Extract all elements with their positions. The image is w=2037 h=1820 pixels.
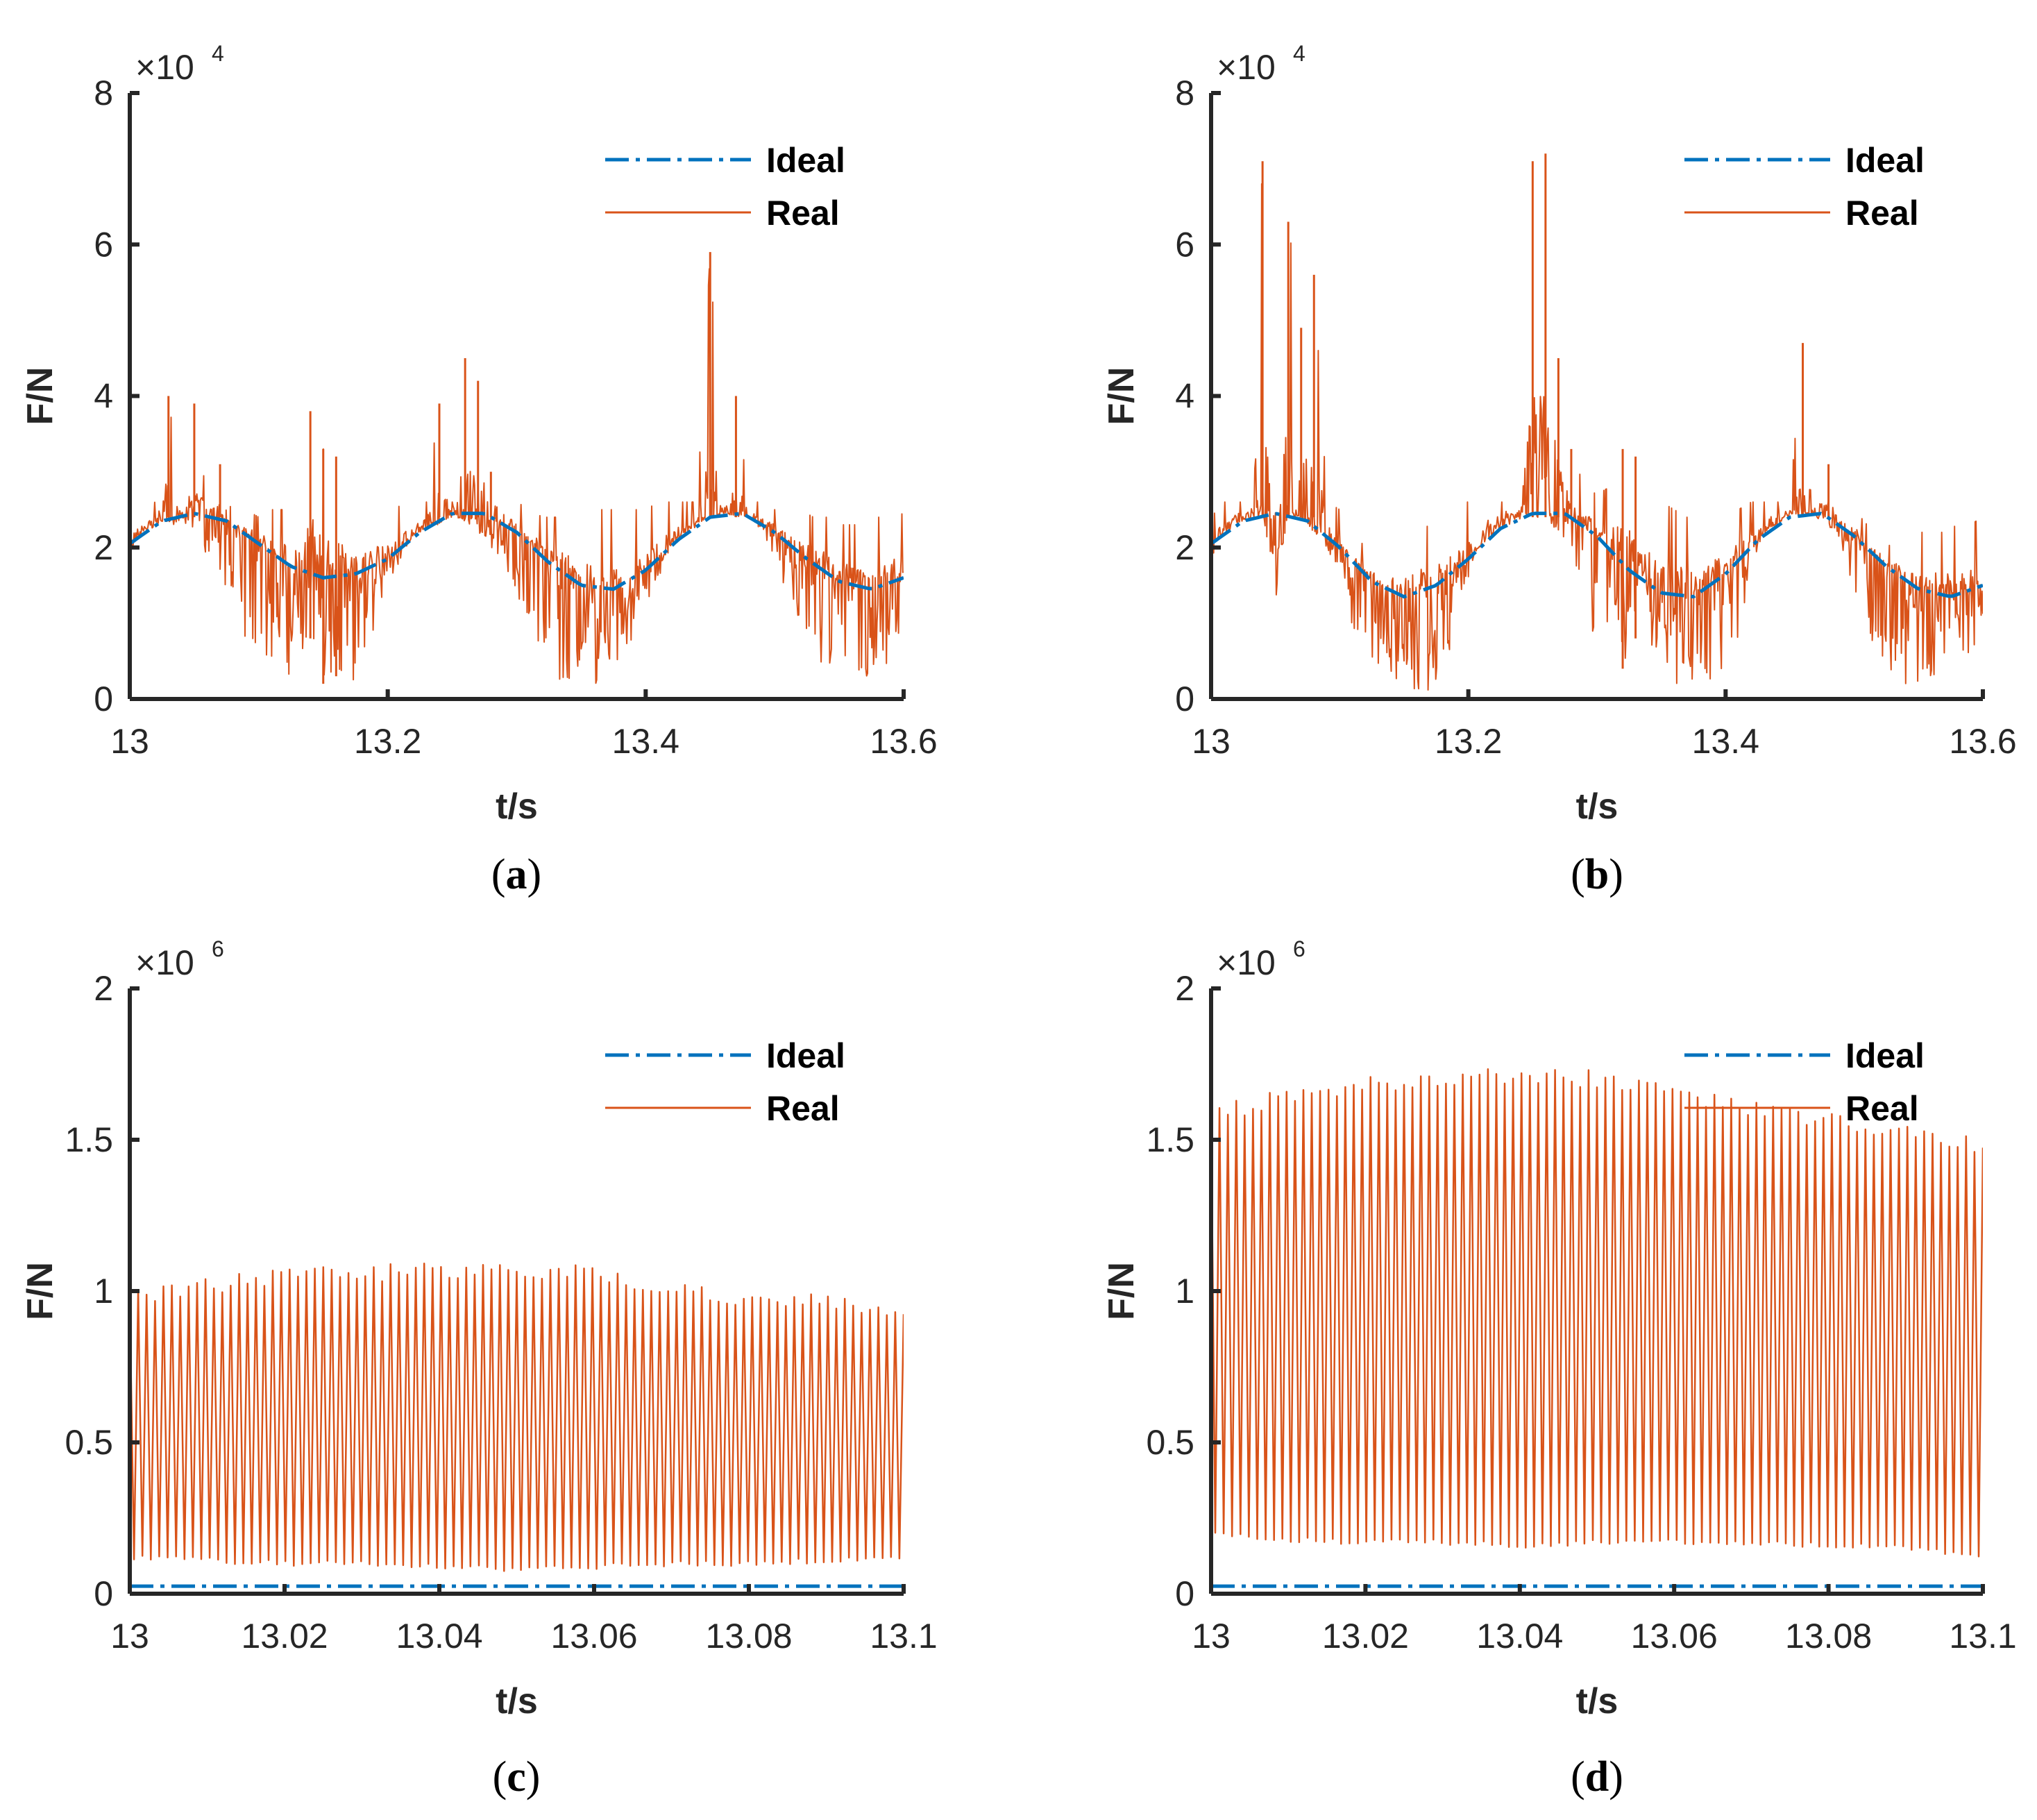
x-tick-label: 13.02 [241,1617,328,1655]
ideal-series-line [1211,512,1983,599]
plot-area-a [130,252,904,684]
y-exponent-label: ×10 [135,943,194,982]
x-tick-label: 13 [1192,722,1231,761]
x-axis-label: t/s [496,786,538,827]
x-tick-label: 13.02 [1322,1617,1409,1655]
real-series-line [130,1263,904,1572]
x-tick-label: 13.04 [396,1617,482,1655]
y-tick-label: 0 [94,1574,113,1613]
y-tick-label: 6 [94,225,113,264]
y-exponent-label: ×10 [1217,48,1276,87]
y-exponent-label: ×10 [1217,943,1276,982]
y-tick-label: 1 [1175,1272,1194,1311]
ideal-series-line [130,512,904,591]
y-tick-label: 2 [94,528,113,567]
x-tick-label: 13.06 [550,1617,637,1655]
y-tick-label: 4 [94,377,113,416]
y-tick-label: 0 [1175,1574,1194,1613]
x-tick-label: 13.06 [1631,1617,1718,1655]
panel-caption: (c) [493,1753,541,1801]
y-tick-label: 6 [1175,225,1194,264]
y-tick-label: 1 [94,1272,113,1311]
legend-label-ideal: Ideal [766,141,845,180]
legend-label-real: Real [766,194,840,233]
y-tick-label: 2 [1175,528,1194,567]
x-axis-label: t/s [1576,1681,1618,1721]
x-tick-label: 13 [1192,1617,1231,1655]
x-tick-label: 13.6 [870,722,937,761]
x-tick-label: 13.2 [354,722,421,761]
y-tick-label: 4 [1175,377,1194,416]
x-tick-label: 13 [110,722,149,761]
x-axis-label: t/s [1576,786,1618,827]
legend-label-real: Real [1845,1089,1919,1128]
panel-caption: (b) [1571,851,1623,898]
y-tick-label: 0.5 [65,1423,113,1462]
y-axis-label: F/N [1101,367,1142,425]
x-tick-label: 13.6 [1949,722,2016,761]
legend-label-real: Real [1845,194,1919,233]
panel-d: 13 13.02 13.04 13.06 13.08 13.1 0 0.5 1 1.5 2 ×10 6 t… [1101,936,2017,1801]
x-tick-label: 13.4 [612,722,679,761]
real-series-line [1211,1068,1983,1558]
plot-area-d [1211,1068,1983,1588]
y-tick-label: 0 [94,680,113,718]
x-tick-label: 13.2 [1435,722,1502,761]
panel-a: 13 13.2 13.4 13.6 0 2 4 6 8 ×10 4 t/s F/N Ideal Real (a… [20,41,938,898]
y-tick-label: 8 [94,74,113,112]
x-tick-label: 13.08 [705,1617,792,1655]
y-tick-label: 8 [1175,74,1194,112]
x-axis-label: t/s [496,1681,538,1721]
panel-caption: (d) [1571,1753,1623,1801]
y-tick-label: 0.5 [1146,1423,1194,1462]
x-tick-label: 13.4 [1692,722,1759,761]
y-exponent-label: ×10 [135,48,194,87]
x-tick-label: 13.08 [1785,1617,1872,1655]
y-exponent-power: 6 [212,936,224,961]
x-tick-label: 13 [110,1617,149,1655]
x-tick-label: 13.1 [1949,1617,2016,1655]
x-tick-label: 13.04 [1476,1617,1563,1655]
y-exponent-power: 4 [1293,41,1305,66]
y-exponent-power: 6 [1293,936,1305,961]
panel-b: 13 13.2 13.4 13.6 0 2 4 6 8 ×10 4 t/s F/N Ideal Real (b… [1101,41,2017,898]
legend-label-ideal: Ideal [766,1036,845,1075]
plot-area-b [1211,153,1983,691]
y-axis-label: F/N [1101,1262,1142,1320]
y-axis-label: F/N [20,1262,60,1320]
legend-label-ideal: Ideal [1845,141,1925,180]
legend-label-ideal: Ideal [1845,1036,1925,1075]
real-series-line [1211,183,1983,691]
y-exponent-power: 4 [212,41,224,66]
y-tick-label: 1.5 [1146,1120,1194,1159]
real-series-line [130,268,904,684]
panel-c: 13 13.02 13.04 13.06 13.08 13.1 0 0.5 1 1.5 2 ×10 6 t… [20,936,938,1801]
y-tick-label: 2 [94,969,113,1008]
y-tick-label: 1.5 [65,1120,113,1159]
panel-caption: (a) [491,851,541,898]
plot-area-c [130,1263,904,1588]
legend-label-real: Real [766,1089,840,1128]
x-tick-label: 13.1 [870,1617,937,1655]
y-axis-label: F/N [20,367,60,425]
y-tick-label: 0 [1175,680,1194,718]
y-tick-label: 2 [1175,969,1194,1008]
